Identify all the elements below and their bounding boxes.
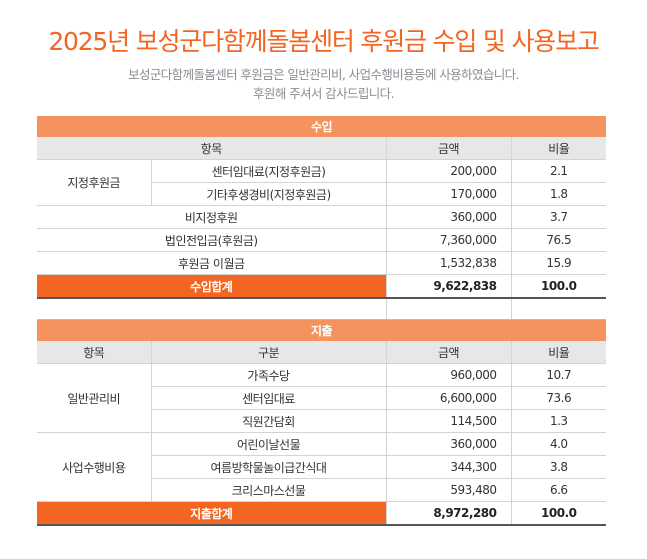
row-label: 가족수당 xyxy=(150,363,386,387)
page-title: 2025년 보성군다함께돌봄센터 후원금 수입 및 사용보고 xyxy=(48,27,600,56)
spacer-cell xyxy=(510,298,607,320)
table-row: 후원금 이월금 1,532,838 15.9 xyxy=(37,251,607,275)
row-ratio: 10.7 xyxy=(510,363,607,387)
expense-table: 지출 항목 구분 금액 비율 일반관리비 가족수당 960,000 10.7 센… xyxy=(37,320,607,526)
income-table: 수입 항목 금액 비율 지정후원금 센터임대료(지정후원금) 200,000 2… xyxy=(37,116,607,320)
spacer-cell xyxy=(37,298,386,320)
row-label: 센터임대료(지정후원금) xyxy=(150,159,386,183)
table-row: 센터임대료 6,600,000 73.6 xyxy=(37,386,607,410)
row-ratio: 1.3 xyxy=(510,409,607,433)
row-label: 센터임대료 xyxy=(150,386,386,410)
expense-column-headers: 항목 구분 금액 비율 xyxy=(37,341,607,364)
row-label: 직원간담회 xyxy=(150,409,386,433)
header-amount: 금액 xyxy=(385,137,511,160)
table-row: 크리스마스선물 593,480 6.6 xyxy=(37,478,607,502)
header-amount: 금액 xyxy=(385,341,511,364)
expense-section-label: 지출 xyxy=(37,320,607,341)
row-ratio: 3.8 xyxy=(510,455,607,479)
row-label: 기타후생경비(지정후원금) xyxy=(150,182,386,206)
row-ratio: 6.6 xyxy=(510,478,607,502)
row-amount: 593,480 xyxy=(385,478,511,502)
header-category: 구분 xyxy=(150,341,386,364)
row-label: 비지정후원 xyxy=(37,205,386,229)
income-section-header: 수입 xyxy=(37,116,607,137)
row-amount: 170,000 xyxy=(385,182,511,206)
row-label: 어린이날선물 xyxy=(150,432,386,456)
row-ratio: 2.1 xyxy=(510,159,607,183)
row-ratio: 76.5 xyxy=(510,228,607,252)
row-ratio: 15.9 xyxy=(510,251,607,275)
row-amount: 360,000 xyxy=(385,432,511,456)
header-ratio: 비율 xyxy=(510,137,607,160)
row-amount: 200,000 xyxy=(385,159,511,183)
table-row: 지정후원금 센터임대료(지정후원금) 200,000 2.1 xyxy=(37,159,607,206)
row-ratio: 3.7 xyxy=(510,205,607,229)
table-row: 여름방학물놀이급간식대 344,300 3.8 xyxy=(37,455,607,479)
row-amount: 344,300 xyxy=(385,455,511,479)
income-total-row: 수입합계 9,622,838 100.0 xyxy=(37,274,607,299)
income-total-amount: 9,622,838 xyxy=(385,274,511,299)
row-amount: 6,600,000 xyxy=(385,386,511,410)
table-row: 일반관리비 가족수당 960,000 10.7 xyxy=(37,363,607,433)
table-row: 기타후생경비(지정후원금) 170,000 1.8 xyxy=(37,182,607,206)
row-label: 후원금 이월금 xyxy=(37,251,386,275)
expense-total-amount: 8,972,280 xyxy=(385,501,511,526)
header-item: 항목 xyxy=(37,341,151,364)
header-ratio: 비율 xyxy=(510,341,607,364)
subtitle-line-1: 보성군다함께돌봄센터 후원금은 일반관리비, 사업수행비용등에 사용하였습니다. xyxy=(128,67,519,82)
table-row: 사업수행비용 어린이날선물 360,000 4.0 xyxy=(37,432,607,502)
group-label: 일반관리비 xyxy=(37,363,151,433)
spacer-row xyxy=(37,298,607,320)
row-label: 법인전입금(후원금) xyxy=(37,228,386,252)
row-amount: 7,360,000 xyxy=(385,228,511,252)
expense-total-row: 지출합계 8,972,280 100.0 xyxy=(37,501,607,526)
spacer-cell xyxy=(385,298,511,320)
income-total-label: 수입합계 xyxy=(37,274,386,299)
table-row: 직원간담회 114,500 1.3 xyxy=(37,409,607,433)
income-total-ratio: 100.0 xyxy=(510,274,607,299)
income-section-label: 수입 xyxy=(37,116,607,137)
table-row: 비지정후원 360,000 3.7 xyxy=(37,205,607,229)
designated-group-label: 지정후원금 xyxy=(37,159,151,206)
row-amount: 960,000 xyxy=(385,363,511,387)
row-label: 크리스마스선물 xyxy=(150,478,386,502)
row-ratio: 4.0 xyxy=(510,432,607,456)
expense-section-header: 지출 xyxy=(37,320,607,341)
row-amount: 360,000 xyxy=(385,205,511,229)
row-label: 여름방학물놀이급간식대 xyxy=(150,455,386,479)
row-amount: 114,500 xyxy=(385,409,511,433)
expense-total-label: 지출합계 xyxy=(37,501,386,526)
income-column-headers: 항목 금액 비율 xyxy=(37,137,607,160)
group-label: 사업수행비용 xyxy=(37,432,151,502)
table-row: 법인전입금(후원금) 7,360,000 76.5 xyxy=(37,228,607,252)
header-item: 항목 xyxy=(37,137,386,160)
row-amount: 1,532,838 xyxy=(385,251,511,275)
expense-total-ratio: 100.0 xyxy=(510,501,607,526)
row-ratio: 1.8 xyxy=(510,182,607,206)
row-ratio: 73.6 xyxy=(510,386,607,410)
subtitle-line-2: 후원해 주셔서 감사드립니다. xyxy=(253,86,395,101)
